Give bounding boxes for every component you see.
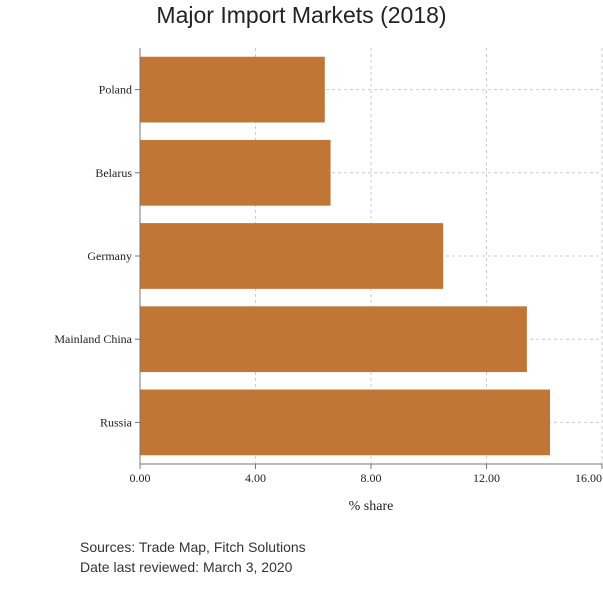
y-tick-label: Mainland China (54, 332, 132, 346)
x-tick-label: 8.00 (361, 471, 382, 485)
y-tick-label: Germany (87, 249, 132, 263)
y-tick-label: Belarus (95, 166, 132, 180)
axes (135, 48, 603, 469)
review-date: Date last reviewed: March 3, 2020 (80, 559, 293, 575)
chart-title: Major Import Markets (2018) (156, 2, 447, 28)
bar (140, 306, 527, 373)
bar (140, 139, 331, 206)
x-tick-label: 4.00 (245, 471, 266, 485)
y-tick-labels: Poland Belarus Germany Mainland China Russia (54, 83, 132, 430)
x-tick-label: 0.00 (130, 471, 151, 485)
bars (140, 56, 551, 456)
bar (140, 389, 551, 456)
y-tick-label: Russia (100, 415, 133, 429)
x-tick-label: 12.00 (473, 471, 500, 485)
x-tick-label: 16.00 (575, 471, 602, 485)
bar (140, 223, 444, 289)
y-tick-label: Poland (99, 83, 132, 97)
x-tick-labels: 0.00 4.00 8.00 12.00 16.00 (130, 471, 603, 485)
source-note: Sources: Trade Map, Fitch Solutions (80, 539, 306, 555)
x-axis-label: % share (349, 499, 394, 514)
bar (140, 56, 325, 123)
